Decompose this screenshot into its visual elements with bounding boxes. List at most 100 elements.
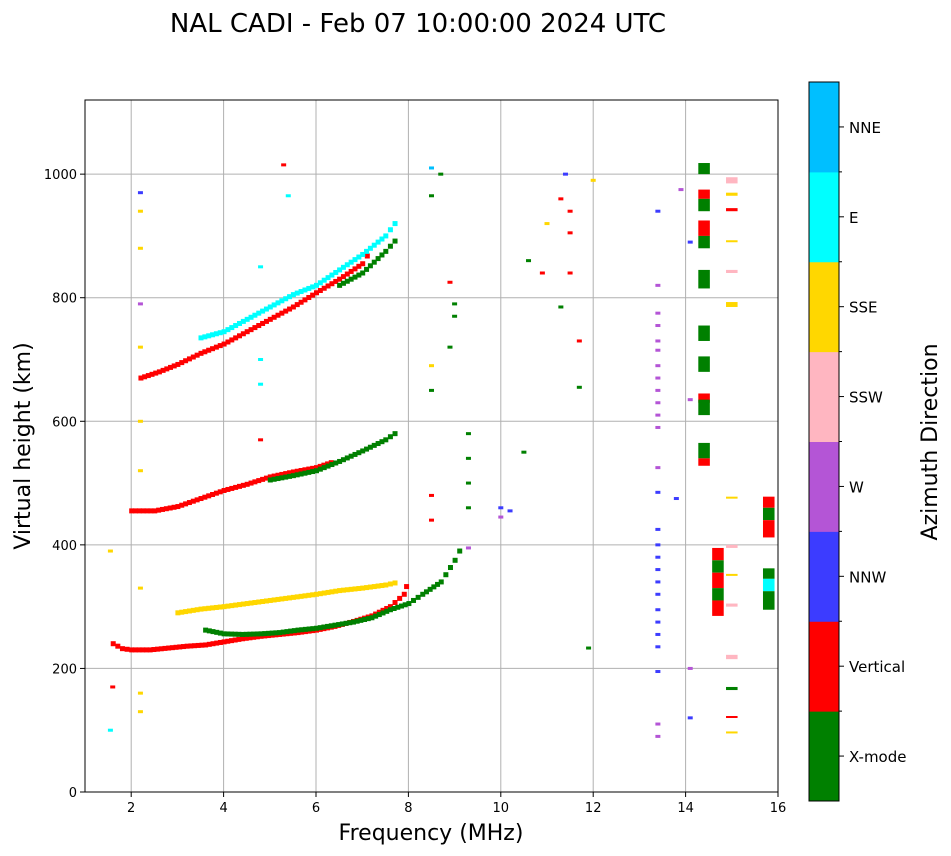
echo-point [258,382,264,386]
echo-point [655,670,661,674]
trace-point [348,259,354,265]
trace-point [198,350,204,356]
echo-point [137,710,143,714]
echo-point [562,172,568,176]
trace-point [340,457,346,463]
echo-bar [762,591,775,610]
echo-bar [762,578,775,592]
trace-point [240,331,246,337]
echo-point [655,527,661,531]
echo-point [258,265,264,269]
trace-point [221,341,227,347]
trace-point [328,623,334,629]
colorbar-entry-label: W [849,478,864,496]
trace-point [375,256,381,262]
data-marks [107,163,775,738]
trace-point [283,471,289,477]
trace-point [267,597,273,603]
echo-bar [698,269,710,289]
trace-point [356,272,362,278]
echo-point [655,324,661,328]
trace-point [302,297,308,303]
trace-point [310,469,316,475]
echo-point [137,191,143,195]
trace-point [263,306,269,312]
trace-point [392,600,398,606]
trace-point [175,610,181,616]
trace-point [221,604,227,610]
trace-point [438,579,444,585]
echo-point [429,166,434,170]
trace-point [229,485,235,491]
colorbar-swatch [809,711,839,802]
trace-point [243,631,249,637]
trace-point [273,630,279,636]
trace-point [252,479,258,485]
trace-point [435,581,441,587]
trace-point [186,500,192,506]
trace-point [294,290,300,296]
trace-point [164,366,170,372]
trace-point [314,290,319,296]
echo-bar [712,572,724,589]
trace-point [183,501,189,507]
trace-point [210,492,216,498]
trace-point [188,643,194,649]
trace-point [325,623,331,629]
trace-point [375,239,381,245]
echo-bar [698,458,710,466]
trace-point [147,647,153,653]
colorbar-swatch [809,531,839,622]
echo-point [465,506,471,510]
echo-point [576,385,582,389]
trace-point [340,587,346,593]
trace-point [203,627,209,633]
trace-point [356,263,362,269]
trace-point [314,625,319,631]
trace-point [202,606,208,612]
trace-point [317,625,323,631]
trace-point [283,296,289,302]
trace-point [110,641,116,647]
trace-point [336,622,342,628]
trace-point [279,298,285,304]
y-tick-label: 600 [52,415,77,430]
trace-point [115,643,121,649]
trace-point [283,595,289,601]
trace-point [344,278,350,284]
echo-point [673,497,679,501]
echo-point [655,283,661,287]
trace-point [267,477,273,483]
trace-point [186,356,192,362]
trace-point [138,375,144,381]
trace-point [443,572,449,578]
echo-point [137,691,143,695]
trace-point [379,583,385,589]
trace-point [392,431,398,437]
trace-point [364,248,370,254]
trace-point [369,615,375,621]
trace-point [284,629,290,635]
trace-point [194,497,200,503]
trace-point [344,587,350,593]
trace-point [190,607,196,613]
azimuth-colorbar: X-mode Vertical NNW W SSW SSE E NNE [808,81,906,802]
trace-point [194,352,200,358]
trace-point [325,589,331,595]
trace-point [217,630,223,636]
trace-point [158,646,164,652]
echo-point [655,311,661,315]
trace-point [329,462,335,468]
echo-point [465,456,471,460]
trace-point [221,639,227,645]
trace-point [325,283,331,289]
trace-point [317,466,323,472]
trace-point [228,638,234,644]
trace-point [221,631,227,637]
trace-point [287,470,293,476]
trace-point [383,582,389,588]
y-tick-label: 1000 [44,168,77,183]
trace-point [287,294,293,300]
trace-point [356,254,362,260]
echo-point [567,271,573,275]
